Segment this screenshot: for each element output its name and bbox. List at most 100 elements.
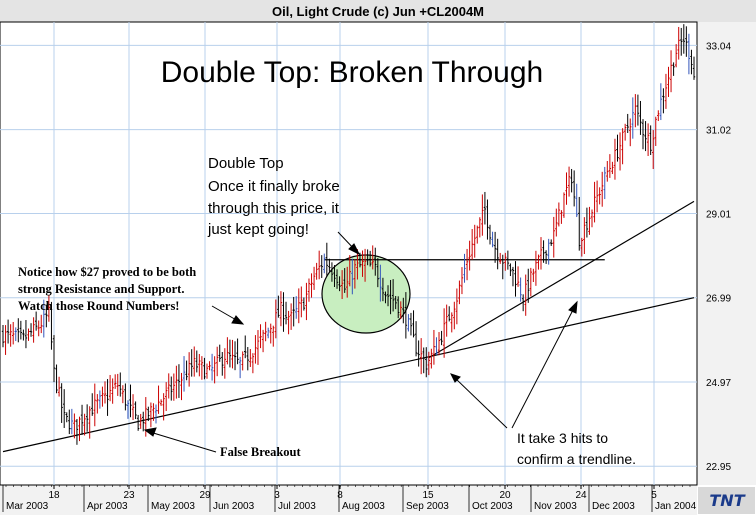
ohlc-bar xyxy=(261,329,265,353)
ohlc-bar xyxy=(527,268,530,303)
ohlc-bar xyxy=(499,252,502,264)
ohlc-bar xyxy=(45,304,48,328)
ohlc-bar xyxy=(351,258,354,295)
ohlc-bar xyxy=(40,314,43,334)
price-tick-label: 33.04 xyxy=(706,41,731,52)
ohlc-bar xyxy=(652,130,655,170)
ohlc-bar xyxy=(646,123,650,157)
ohlc-bar xyxy=(682,24,686,54)
arrow-head-icon xyxy=(348,243,361,256)
ohlc-bar xyxy=(491,231,494,248)
ohlc-bar xyxy=(402,297,405,324)
month-label: Oct 2003 xyxy=(472,501,513,512)
ohlc-bar xyxy=(626,113,629,133)
ohlc-bar xyxy=(621,128,624,165)
ohlc-bar xyxy=(27,328,30,341)
ohlc-bar xyxy=(504,252,507,271)
ohlc-bar xyxy=(399,301,402,319)
ohlc-bar xyxy=(493,231,497,263)
ohlc-bar xyxy=(537,254,540,270)
ohlc-bar xyxy=(111,378,114,404)
ohlc-bar xyxy=(333,265,336,287)
ohlc-bar xyxy=(75,418,79,445)
ohlc-bar xyxy=(634,94,637,128)
ohlc-bar xyxy=(287,310,290,335)
ohlc-bar xyxy=(616,134,619,162)
ohlc-bar xyxy=(371,245,374,270)
ohlc-bar xyxy=(37,320,40,337)
ohlc-bar xyxy=(509,263,512,277)
ohlc-bar xyxy=(544,250,548,264)
ohlc-bar xyxy=(374,247,377,276)
ohlc-bar xyxy=(368,250,372,267)
ohlc-bar xyxy=(134,401,137,420)
ohlc-bar xyxy=(259,324,262,349)
ohlc-bar xyxy=(567,166,571,197)
annotation-arrows xyxy=(143,231,578,453)
month-label: May 2003 xyxy=(151,501,195,512)
ohlc-bar xyxy=(593,181,596,223)
ohlc-bar xyxy=(19,320,23,340)
ohlc-bar xyxy=(664,73,668,109)
support-note-line: Notice how $27 proved to be both xyxy=(18,265,196,279)
ohlc-bar xyxy=(190,349,193,377)
ohlc-bar xyxy=(478,217,482,238)
ohlc-bar xyxy=(328,258,331,272)
ohlc-bar xyxy=(83,413,86,436)
ohlc-bar xyxy=(42,299,45,338)
time-axis-panel xyxy=(0,485,697,515)
ohlc-bar xyxy=(465,248,469,281)
month-label: Sep 2003 xyxy=(406,501,449,512)
ohlc-bar xyxy=(384,291,387,304)
ohlc-bar xyxy=(251,353,255,374)
ohlc-bar xyxy=(57,376,61,397)
ohlc-bar xyxy=(606,160,609,182)
ohlc-bar xyxy=(570,168,573,193)
ohlc-bar xyxy=(435,337,438,356)
ohlc-bar xyxy=(244,335,247,359)
ohlc-bar xyxy=(70,408,74,435)
ohlc-bar xyxy=(442,308,446,358)
ohlc-bar xyxy=(463,253,466,283)
ohlc-bar xyxy=(460,267,464,295)
ohlc-bar xyxy=(170,376,173,401)
ohlc-bar xyxy=(55,364,58,394)
ohlc-bar xyxy=(511,266,515,287)
ohlc-bar xyxy=(407,314,410,332)
ohlc-bar xyxy=(289,303,293,330)
ohlc-bar xyxy=(78,416,81,442)
ohlc-bar xyxy=(119,372,122,397)
ohlc-bar xyxy=(677,26,680,60)
month-label: Jul 2003 xyxy=(278,501,316,512)
ohlc-bar xyxy=(272,325,275,347)
ohlc-bar xyxy=(340,270,344,300)
month-label: Jan 2004 xyxy=(655,501,697,512)
ohlc-bar xyxy=(381,277,385,302)
day-tick-label: 5 xyxy=(651,490,657,501)
ohlc-bar xyxy=(282,292,285,332)
ohlc-bar xyxy=(24,320,28,349)
ohlc-bar xyxy=(473,224,476,258)
ohlc-bar xyxy=(292,296,295,327)
arrow-head-icon xyxy=(568,300,578,314)
arrow-to-trend-hit-3 xyxy=(511,307,575,429)
ohlc-bar xyxy=(1,325,5,348)
ohlc-bar xyxy=(315,262,318,280)
ohlc-bar xyxy=(608,154,612,178)
ohlc-bar xyxy=(85,404,89,432)
ohlc-bar xyxy=(361,250,364,277)
double-top-note-line: just kept going! xyxy=(207,221,309,238)
day-tick-label: 20 xyxy=(499,490,511,501)
ohlc-bar xyxy=(162,393,165,421)
ohlc-bar xyxy=(397,296,400,319)
double-top-highlight xyxy=(321,254,411,334)
ohlc-bar xyxy=(106,379,109,416)
ohlc-bar xyxy=(639,100,642,135)
support-note-line: Watch those Round Numbers! xyxy=(18,299,179,313)
arrow-to-trend-hit-1 xyxy=(454,377,508,429)
ohlc-bar xyxy=(585,207,589,238)
ohlc-bar xyxy=(379,264,382,302)
ohlc-bar xyxy=(213,356,216,384)
month-label: Aug 2003 xyxy=(342,501,385,512)
ohlc-bar xyxy=(80,404,84,435)
